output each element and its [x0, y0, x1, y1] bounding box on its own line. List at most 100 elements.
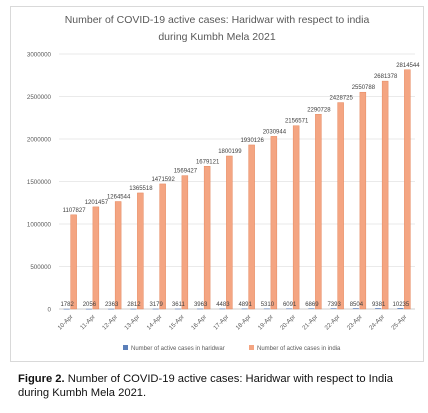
bar-india-15-Apr [181, 175, 189, 310]
x-tick-label: 17-Apr [212, 313, 230, 331]
x-tick-label: 13-Apr [123, 313, 141, 331]
figure-caption: Figure 2. Number of COVID-19 active case… [18, 372, 420, 400]
bar-india-25-Apr [404, 69, 411, 310]
x-tick-label: 23-Apr [346, 313, 364, 331]
bar-india-22-Apr [337, 102, 344, 310]
data-label-india: 2550788 [352, 85, 376, 91]
bar-haridwar-17-Apr [219, 308, 226, 310]
x-tick-label: 16-Apr [190, 313, 208, 331]
data-label-india: 1365518 [129, 186, 153, 192]
data-label-india: 1800199 [218, 149, 242, 155]
bar-haridwar-25-Apr [397, 308, 404, 309]
chart-title-line-1: Number of COVID-19 active cases: Haridwa… [65, 14, 370, 26]
data-label-india: 2030944 [263, 129, 287, 135]
data-label-haridwar: 3963 [194, 302, 208, 308]
data-label-haridwar: 6091 [283, 302, 297, 308]
chart-title-line-2: during Kumbh Mela 2021 [158, 31, 275, 43]
data-label-haridwar: 6869 [305, 302, 319, 308]
data-label-haridwar: 3611 [172, 302, 186, 308]
legend-swatch-india [249, 345, 254, 350]
bar-india-24-Apr [381, 80, 389, 310]
x-tick-label: 20-Apr [279, 313, 297, 331]
data-label-haridwar: 4891 [238, 302, 252, 308]
y-axis-ticks: 0 500000 1000000 1500000 2000000 2500000 30000… [27, 52, 52, 314]
bar-haridwar-21-Apr [308, 308, 315, 310]
data-label-india: 1569427 [174, 169, 198, 175]
bar-haridwar-24-Apr [375, 308, 382, 309]
bar-haridwar-15-Apr [174, 308, 181, 310]
data-label-haridwar: 1782 [60, 302, 74, 308]
bar-haridwar-19-Apr [263, 308, 270, 310]
y-tick-label: 1000000 [27, 222, 52, 229]
data-label-india: 1201457 [85, 200, 109, 206]
bar-haridwar-11-Apr [85, 308, 92, 310]
y-tick-label: 500000 [30, 264, 51, 271]
y-tick-label: 2000000 [27, 137, 52, 144]
x-tick-label: 11-Apr [79, 313, 97, 331]
legend: Number of active cases in haridwar Number… [123, 345, 341, 352]
x-axis-ticks: 10-Apr 11-Apr 12-Apr 13-Apr 14-Apr 15-Apr 16-A… [56, 313, 408, 331]
y-tick-label: 0 [48, 307, 52, 314]
data-label-india: 2814544 [396, 63, 420, 69]
data-label-india: 2156571 [285, 119, 309, 125]
caption-text: Number of COVID-19 active cases: Haridwa… [18, 373, 393, 399]
bar-india-18-Apr [248, 144, 255, 310]
legend-swatch-haridwar [123, 345, 128, 350]
x-tick-label: 19-Apr [257, 313, 275, 331]
chart-container: Number of COVID-19 active cases: Haridwa… [10, 6, 424, 362]
x-tick-label: 12-Apr [101, 313, 119, 331]
data-label-haridwar: 7393 [327, 302, 341, 308]
data-label-haridwar: 2363 [105, 302, 119, 308]
data-labels: 1782 1107827 2056 1201457 2363 1264544 2812 136… [60, 63, 420, 308]
bar-haridwar-10-Apr [63, 308, 70, 310]
x-tick-label: 14-Apr [145, 313, 163, 331]
bar-india-10-Apr [70, 214, 77, 310]
x-tick-label: 15-Apr [168, 313, 186, 331]
bar-india-12-Apr [114, 201, 122, 310]
data-label-india: 2681378 [374, 74, 398, 80]
y-tick-label: 2500000 [27, 94, 52, 101]
x-tick-label: 10-Apr [56, 313, 74, 331]
bar-india-19-Apr [270, 136, 278, 310]
data-label-haridwar: 5310 [261, 302, 275, 308]
figure: Number of COVID-19 active cases: Haridwa… [2, 2, 426, 364]
caption-label: Figure 2. [18, 373, 65, 385]
bars [63, 69, 411, 310]
data-label-india: 2290728 [307, 107, 331, 113]
y-tick-label: 1500000 [27, 179, 52, 186]
legend-label-haridwar: Number of active cases in haridwar [131, 346, 225, 352]
x-tick-label: 22-Apr [323, 313, 341, 331]
bar-india-13-Apr [137, 192, 144, 310]
bar-haridwar-16-Apr [197, 308, 204, 310]
data-label-haridwar: 2812 [127, 302, 141, 308]
bar-haridwar-13-Apr [130, 308, 137, 310]
bar-india-17-Apr [226, 155, 233, 310]
data-label-india: 2428725 [329, 96, 353, 102]
bar-haridwar-18-Apr [241, 308, 248, 310]
bar-india-21-Apr [315, 114, 322, 310]
x-tick-label: 21-Apr [301, 313, 319, 331]
legend-label-india: Number of active cases in india [257, 346, 341, 352]
bar-chart: Number of COVID-19 active cases: Haridwa… [27, 14, 420, 352]
data-label-india: 1679121 [196, 159, 220, 165]
bar-india-23-Apr [359, 91, 367, 310]
x-tick-label: 24-Apr [368, 313, 386, 331]
x-tick-label: 25-Apr [390, 313, 408, 331]
bar-haridwar-20-Apr [286, 308, 293, 310]
bar-india-11-Apr [92, 206, 100, 310]
data-label-india: 1264544 [107, 195, 131, 201]
bar-india-16-Apr [203, 166, 211, 310]
bar-haridwar-22-Apr [330, 308, 337, 309]
data-label-haridwar: 9381 [372, 302, 386, 308]
data-label-haridwar: 2056 [83, 302, 97, 308]
data-label-india: 1930126 [240, 138, 264, 144]
data-label-haridwar: 8504 [350, 302, 364, 308]
bar-haridwar-12-Apr [108, 308, 115, 310]
bar-haridwar-14-Apr [152, 308, 159, 310]
bar-haridwar-23-Apr [352, 308, 359, 309]
bar-india-20-Apr [292, 125, 300, 310]
data-label-india: 1471592 [151, 177, 175, 183]
x-tick-label: 18-Apr [234, 313, 252, 331]
data-label-haridwar: 10235 [393, 302, 410, 308]
bar-india-14-Apr [159, 183, 166, 310]
